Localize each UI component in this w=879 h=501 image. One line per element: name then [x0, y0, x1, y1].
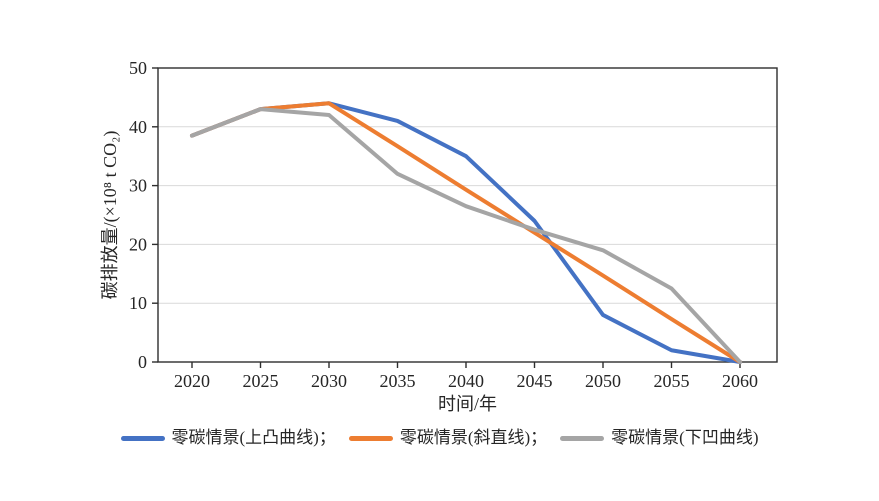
x-axis-title: 时间/年	[438, 394, 497, 414]
x-tick-label: 2020	[174, 371, 210, 391]
plot-border	[157, 67, 778, 363]
series-line-concave	[190, 107, 742, 364]
y-tick-label: 30	[129, 176, 147, 196]
legend-label-concave: 零碳情景(下凹曲线)	[611, 428, 759, 447]
y-tick-label: 10	[129, 293, 147, 313]
legend-swatch-straight	[348, 435, 393, 441]
legend-swatch-concave	[560, 435, 605, 441]
x-tick-label: 2050	[585, 371, 621, 391]
x-tick-label: 2060	[722, 371, 758, 391]
x-tick-label: 2055	[654, 371, 690, 391]
y-tick-label: 20	[129, 234, 147, 254]
x-tick-label: 2040	[448, 371, 484, 391]
chart-legend: 零碳情景(上凸曲线)； 零碳情景(斜直线)； 零碳情景(下凹曲线)	[0, 428, 879, 448]
x-tick-label: 2030	[311, 371, 347, 391]
series-line-straight	[190, 101, 742, 364]
legend-item-straight: 零碳情景(斜直线)；	[348, 428, 548, 448]
legend-label-convex: 零碳情景(上凸曲线)；	[171, 428, 336, 447]
y-tick-label: 50	[129, 58, 147, 78]
series-line-convex	[190, 101, 742, 364]
x-tick-label: 2025	[243, 371, 279, 391]
legend-item-convex: 零碳情景(上凸曲线)；	[120, 428, 336, 448]
legend-label-straight: 零碳情景(斜直线)；	[399, 428, 548, 447]
y-axis-title: 碳排放量/(×10⁸ t CO₂)	[100, 131, 121, 300]
x-tick-label: 2045	[517, 371, 553, 391]
legend-swatch-convex	[120, 435, 165, 441]
x-tick-label: 2035	[380, 371, 416, 391]
legend-item-concave: 零碳情景(下凹曲线)	[560, 428, 758, 448]
y-tick-label: 40	[129, 117, 147, 137]
y-tick-label: 0	[138, 352, 147, 372]
